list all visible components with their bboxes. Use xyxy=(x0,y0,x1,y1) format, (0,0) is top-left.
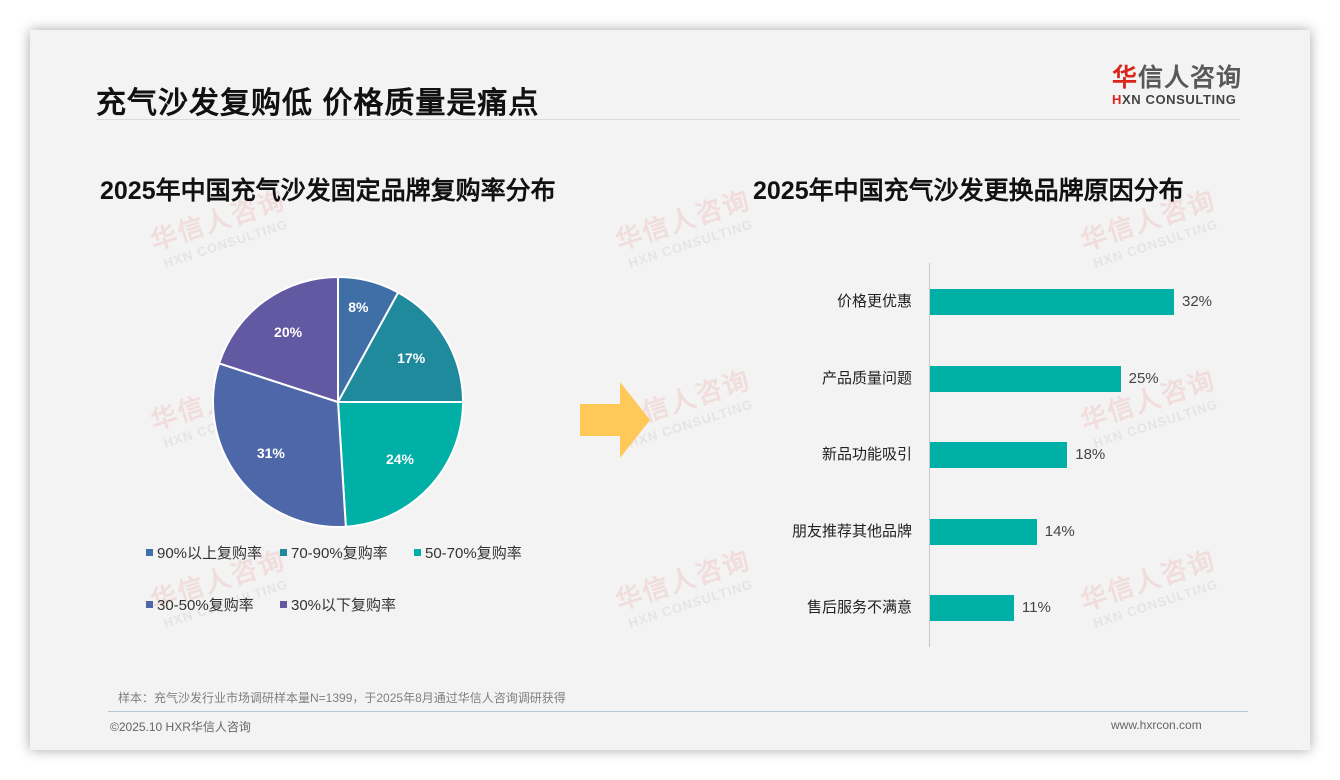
pie-slice xyxy=(217,275,339,404)
pie-chart-title: 2025年中国充气沙发固定品牌复购率分布 xyxy=(100,177,556,205)
bar-chart-axis xyxy=(929,263,930,647)
logo-cn-red: 华 xyxy=(1112,64,1139,92)
legend-swatch xyxy=(280,601,287,608)
bar-category-label: 朋友推荐其他品牌 xyxy=(791,522,912,540)
pie-slice-label: 17% xyxy=(397,349,426,366)
legend-swatch xyxy=(414,549,421,556)
logo-en-rest: XN CONSULTING xyxy=(1122,92,1237,107)
bar-value-label: 18% xyxy=(1075,446,1106,463)
bar-chart-title: 2025年中国充气沙发更换品牌原因分布 xyxy=(753,177,1184,205)
bar-row: 价格更优惠 32% xyxy=(730,289,1250,315)
bar-value-label: 25% xyxy=(1128,369,1159,387)
pie-slice-label: 31% xyxy=(256,445,285,462)
legend-item: 50-70%复购率 xyxy=(414,542,522,563)
pie-slice xyxy=(212,362,347,528)
bar-row: 产品质量问题 25% xyxy=(730,365,1250,392)
pie-slice-label: 20% xyxy=(274,324,303,341)
legend-item: 70-90%复购率 xyxy=(280,542,388,563)
legend-label: 30%以下复购率 xyxy=(291,597,397,614)
watermark-en: HXN CONSULTING xyxy=(161,216,290,271)
slide-title: 充气沙发复购低 价格质量是痛点 xyxy=(96,87,540,120)
bar-row: 售后服务不满意 11% xyxy=(730,595,1250,621)
watermark-cn: 华信人咨询 xyxy=(611,184,755,257)
legend-item: 30%以下复购率 xyxy=(280,594,396,615)
legend-label: 70-90%复购率 xyxy=(291,545,388,562)
bar-value-label: 32% xyxy=(1182,293,1213,310)
title-divider xyxy=(96,119,1240,120)
bar-row: 新品功能吸引 18% xyxy=(730,442,1250,468)
pie-slice-label: 24% xyxy=(385,451,414,468)
legend-label: 90%以上复购率 xyxy=(157,545,263,562)
bar xyxy=(930,442,1068,468)
footer-divider xyxy=(108,711,1248,712)
bar xyxy=(930,289,1174,315)
bar-category-label: 新品功能吸引 xyxy=(821,446,912,463)
legend-swatch xyxy=(146,549,153,556)
logo-en-red: H xyxy=(1112,92,1122,107)
legend-label: 50-70%复购率 xyxy=(425,545,522,562)
pie-slice xyxy=(336,401,465,528)
slide: 充气沙发复购低 价格质量是痛点 华信人咨询 HXN CONSULTING 华信人… xyxy=(30,30,1310,750)
pie-slice-label: 8% xyxy=(348,298,369,315)
bar-category-label: 售后服务不满意 xyxy=(806,599,912,616)
logo-chinese: 华信人咨询 xyxy=(1112,64,1242,92)
pie-chart-graphic xyxy=(212,275,465,528)
bar xyxy=(930,595,1014,621)
website-url: www.hxrcon.com xyxy=(1111,718,1202,732)
legend-swatch xyxy=(146,601,153,608)
bar xyxy=(930,365,1121,392)
bar-category-label: 价格更优惠 xyxy=(836,293,912,310)
legend-label: 30-50%复购率 xyxy=(157,597,254,614)
legend-item: 90%以上复购率 xyxy=(146,542,262,563)
pie-chart: 8% 17% 24% 31% 20% xyxy=(212,275,465,528)
bar-row: 朋友推荐其他品牌 14% xyxy=(730,518,1250,545)
watermark-en: HXN CONSULTING xyxy=(626,216,755,271)
bar-value-label: 11% xyxy=(1021,599,1051,616)
legend-item: 30-50%复购率 xyxy=(146,594,254,615)
legend-swatch xyxy=(280,549,287,556)
watermark-en: HXN CONSULTING xyxy=(1091,216,1220,271)
source-note: 样本：充气沙发行业市场调研样本量N=1399，于2025年8月通过华信人咨询调研… xyxy=(118,691,566,705)
logo-cn-rest: 信人咨询 xyxy=(1138,64,1243,92)
copyright: ©2025.10 HXR华信人咨询 xyxy=(110,720,251,734)
bar xyxy=(930,518,1037,545)
bar-value-label: 14% xyxy=(1044,522,1075,540)
logo-english: HXN CONSULTING xyxy=(1112,92,1242,108)
pie-slice xyxy=(336,291,465,403)
brand-logo: 华信人咨询 HXN CONSULTING xyxy=(1112,64,1242,108)
arrow-right-icon xyxy=(580,382,650,458)
bar-category-label: 产品质量问题 xyxy=(821,369,912,387)
